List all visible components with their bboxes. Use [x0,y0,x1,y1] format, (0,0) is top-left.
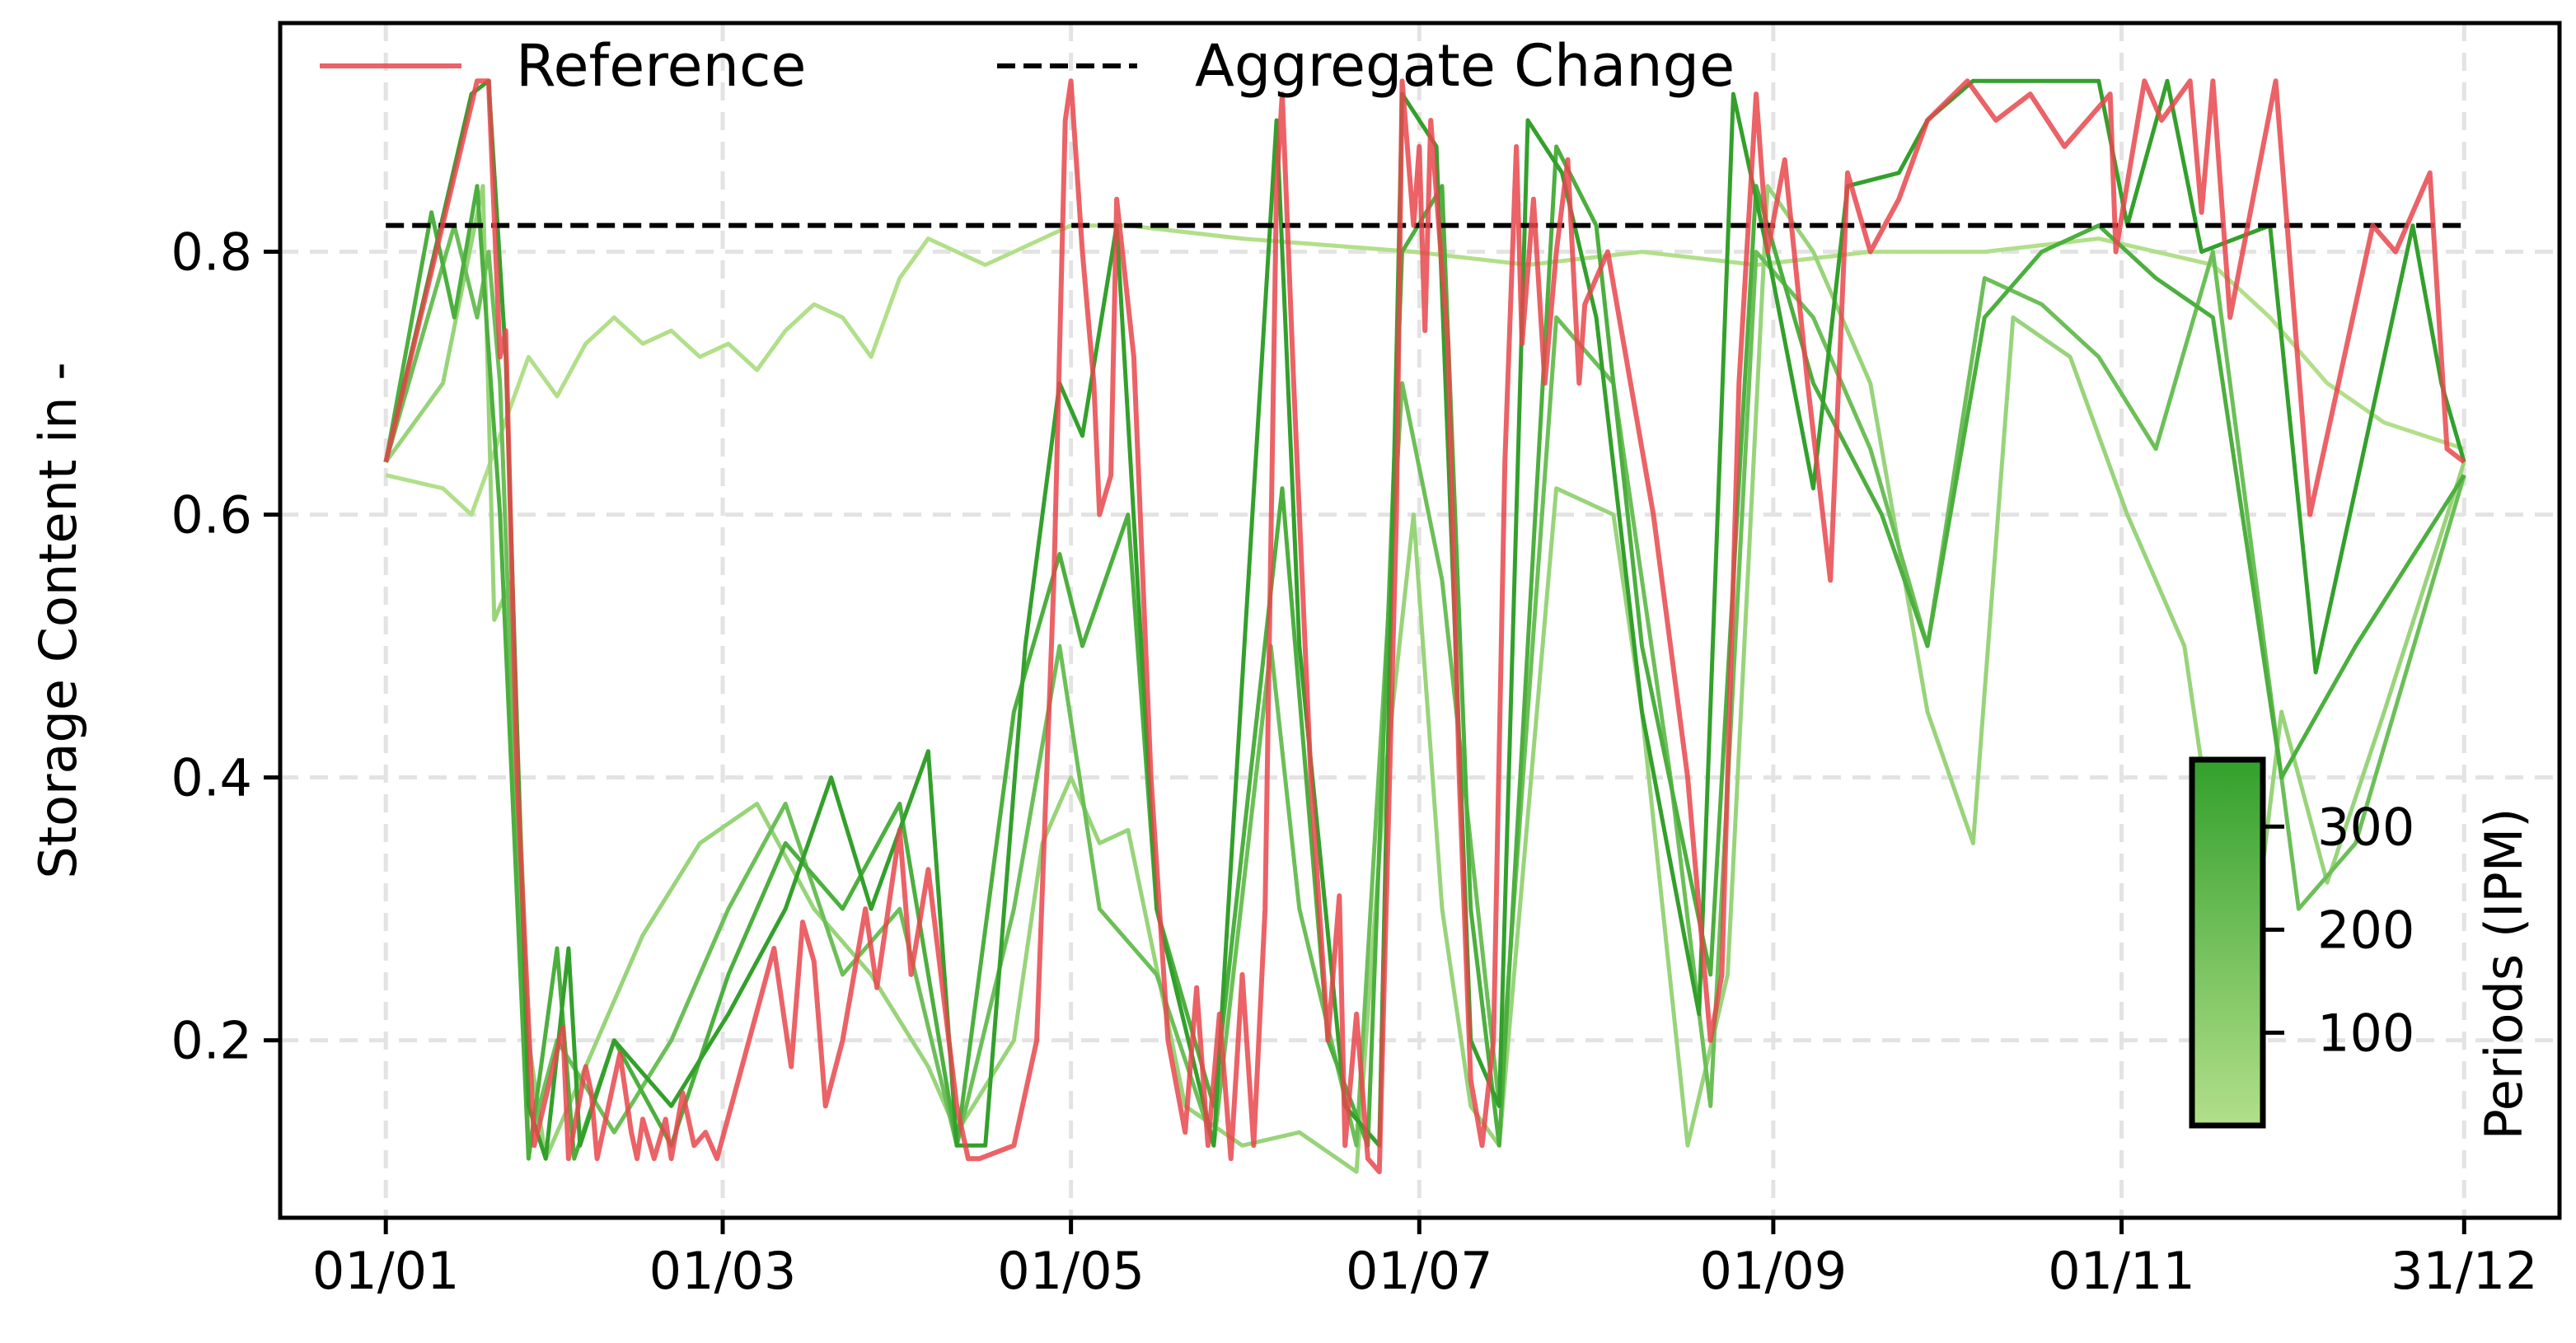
x-tick-label: 01/03 [649,1241,797,1301]
y-tick-label: 0.8 [171,222,252,283]
y-tick-label: 0.2 [171,1011,252,1071]
colorbar-tick-label: 200 [2317,900,2414,960]
legend-aggregate-label: Aggregate Change [1195,32,1735,100]
x-tick-label: 01/11 [2048,1241,2195,1301]
y-axis: 0.2 0.4 0.6 0.8 [171,222,280,1071]
x-tick-label: 01/01 [312,1241,460,1301]
colorbar-tick-label: 100 [2317,1003,2414,1063]
y-tick-label: 0.6 [171,485,252,545]
colorbar: 100 200 300 Periods (IPM) [2189,756,2534,1140]
x-tick-label: 31/12 [2391,1241,2538,1301]
legend: Reference Aggregate Change [320,32,1735,100]
legend-reference-label: Reference [516,32,807,100]
colorbar-label: Periods (IPM) [2474,808,2534,1140]
series-line-period-60 [384,184,2466,1174]
series-line-period-10 [385,223,2466,517]
y-tick-label: 0.4 [171,748,252,808]
reference-line [383,78,2466,1175]
x-tick-label: 01/09 [1700,1241,1848,1301]
series-lines [383,78,2466,1175]
x-tick-label: 01/05 [997,1241,1145,1301]
x-tick-label: 01/07 [1346,1241,1493,1301]
plot-frame [278,21,2562,1220]
colorbar-gradient [2189,756,2266,1129]
x-axis: 01/01 01/03 01/05 01/07 01/09 01/11 31/12 [312,1218,2538,1301]
y-axis-label: Storage Content in - [28,362,88,878]
colorbar-tick-label: 300 [2317,797,2414,857]
